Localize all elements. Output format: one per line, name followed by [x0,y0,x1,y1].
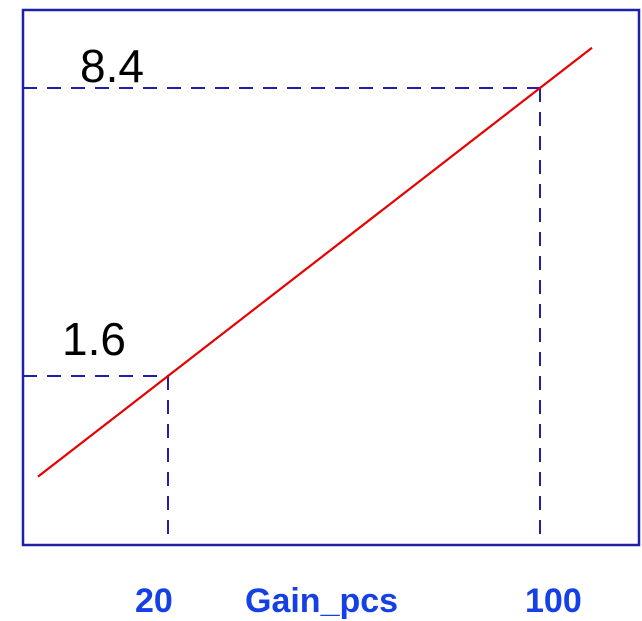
guide-lines [23,87,541,545]
y-label-high: 8.4 [80,40,144,92]
plot-frame [21,8,641,547]
x-tick-20: 20 [135,582,173,620]
x-tick-100: 100 [525,582,582,620]
series-line [37,46,593,478]
x-axis-title: Gain_pcs [245,582,398,620]
y-label-low: 1.6 [62,313,126,365]
